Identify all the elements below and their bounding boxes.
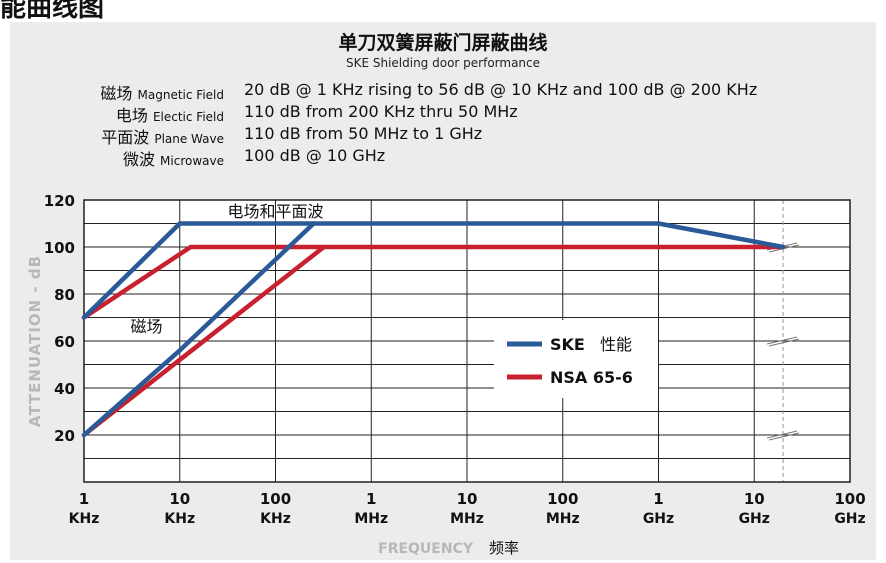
spec-label-en: Electic Field — [152, 110, 224, 124]
spec-label: 平面波 Plane Wave — [10, 124, 224, 148]
x-axis-label: FREQUENCY — [378, 541, 474, 557]
spec-label-en: Microwave — [160, 154, 224, 168]
x-tick-unit: KHz — [260, 511, 291, 527]
x-tick-unit: GHz — [739, 511, 770, 527]
page-heading: 能曲线图 — [0, 0, 105, 23]
x-tick-number: 10 — [169, 490, 190, 508]
y-axis-label: ATTENUATION - dB — [26, 255, 44, 427]
chart-svg: 20 40 60 80 100 120 1 KHz 10 KHz 100 KHz 1 MHz 10 MHz 10… — [26, 192, 866, 557]
x-tick-number: 1 — [366, 490, 376, 508]
x-tick-number: 100 — [834, 490, 865, 508]
axis-break-icon — [766, 430, 800, 441]
series-line-nsa-65-6 — [81, 244, 327, 438]
x-tick-number: 10 — [744, 490, 765, 508]
x-tick-unit: KHz — [69, 511, 100, 527]
x-tick-unit: GHz — [834, 511, 865, 527]
spec-value: 20 dB @ 1 KHz rising to 56 dB @ 10 KHz a… — [244, 80, 758, 99]
y-tick-label: 80 — [54, 286, 75, 304]
legend-label: NSA 65-6 — [550, 368, 633, 387]
spec-label-cn: 微波 — [122, 150, 155, 169]
legend-label: SKE — [550, 335, 585, 354]
chart-title: 单刀双簧屏蔽门屏蔽曲线 — [338, 32, 548, 54]
series-line-ske — [81, 221, 316, 438]
x-tick-number: 1 — [79, 490, 89, 508]
x-tick-number: 10 — [457, 490, 478, 508]
spec-label: 电场 Electic Field — [10, 102, 224, 126]
series-line-nsa-65-6 — [81, 244, 786, 320]
y-tick-label: 100 — [44, 239, 75, 257]
spec-label-cn: 电场 — [115, 106, 148, 125]
chart-panel: 单刀双簧屏蔽门屏蔽曲线 SKE Shielding door performan… — [10, 22, 876, 560]
spec-label-en: Plane Wave — [154, 132, 224, 146]
spec-value: 100 dB @ 10 GHz — [244, 146, 386, 165]
spec-label-en: Magnetic Field — [137, 88, 224, 102]
x-tick-unit: MHz — [354, 511, 388, 527]
x-tick-unit: MHz — [450, 511, 484, 527]
spec-label-cn: 平面波 — [101, 128, 150, 147]
legend-label-suffix: 性能 — [600, 335, 632, 354]
x-tick-number: 100 — [260, 490, 291, 508]
spec-value: 110 dB from 200 KHz thru 50 MHz — [244, 102, 518, 121]
x-tick-number: 100 — [547, 490, 578, 508]
annotation-label: 电场和平面波 — [227, 202, 323, 221]
x-tick-number: 1 — [653, 490, 663, 508]
spec-label: 磁场 Magnetic Field — [10, 80, 224, 104]
x-axis-label-cn: 频率 — [489, 539, 519, 557]
spec-value: 110 dB from 50 MHz to 1 GHz — [244, 124, 483, 143]
x-tick-unit: GHz — [643, 511, 674, 527]
spec-label-cn: 磁场 — [100, 84, 133, 103]
x-tick-unit: MHz — [546, 511, 580, 527]
plot-frame — [83, 199, 851, 483]
legend-box — [494, 320, 658, 398]
y-tick-label: 40 — [54, 380, 75, 398]
x-tick-unit: KHz — [164, 511, 195, 527]
y-tick-label: 120 — [44, 192, 75, 210]
y-tick-label: 20 — [54, 427, 75, 445]
chart-subtitle: SKE Shielding door performance — [345, 56, 541, 70]
axis-break-icon — [766, 336, 800, 347]
spec-label: 微波 Microwave — [10, 146, 224, 170]
y-tick-label: 60 — [54, 333, 75, 351]
annotation-label: 磁场 — [131, 317, 163, 336]
series-line-ske — [81, 221, 786, 320]
